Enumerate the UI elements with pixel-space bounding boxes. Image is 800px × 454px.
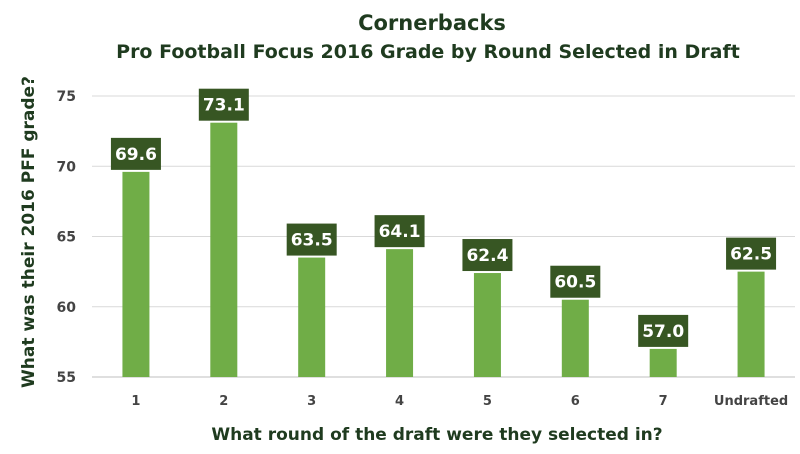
data-label-text: 63.5 bbox=[291, 231, 333, 251]
data-label: 63.5 bbox=[286, 223, 337, 256]
data-label-box bbox=[726, 237, 777, 270]
chart-title: Cornerbacks bbox=[358, 11, 506, 35]
x-tick-label: 2 bbox=[219, 394, 228, 409]
data-label-text: 73.1 bbox=[203, 96, 245, 116]
data-label: 64.1 bbox=[374, 215, 425, 248]
data-label: 62.4 bbox=[462, 239, 513, 272]
data-label-box bbox=[462, 239, 513, 272]
y-tick-label: 70 bbox=[57, 159, 77, 175]
x-tick-label: 4 bbox=[395, 394, 404, 409]
bar bbox=[122, 171, 150, 377]
data-label-text: 64.1 bbox=[379, 222, 421, 242]
bar bbox=[737, 271, 765, 377]
data-label-text: 69.6 bbox=[115, 145, 157, 165]
bar bbox=[210, 122, 238, 377]
y-tick-label: 75 bbox=[57, 89, 76, 105]
data-label-text: 62.5 bbox=[730, 245, 772, 265]
data-label-text: 60.5 bbox=[554, 273, 596, 293]
x-tick-label: 1 bbox=[131, 394, 140, 409]
data-label-box bbox=[110, 137, 161, 170]
data-label-box bbox=[286, 223, 337, 256]
bar bbox=[386, 249, 414, 377]
x-tick-label: 7 bbox=[659, 394, 668, 409]
bars bbox=[122, 122, 765, 377]
x-tick-label: Undrafted bbox=[714, 394, 788, 409]
chart-subtitle: Pro Football Focus 2016 Grade by Round S… bbox=[116, 41, 740, 63]
y-tick-label: 65 bbox=[57, 230, 76, 246]
bar bbox=[298, 257, 326, 377]
data-label-text: 62.4 bbox=[466, 246, 508, 266]
y-tick-label: 60 bbox=[57, 300, 77, 316]
y-axis-title: What was their 2016 PFF grade? bbox=[19, 76, 39, 388]
x-tick-label: 6 bbox=[571, 394, 580, 409]
data-label-box bbox=[374, 215, 425, 248]
y-tick-label: 55 bbox=[57, 370, 76, 386]
y-axis-ticks: 55 60 65 70 75 bbox=[57, 89, 77, 386]
data-label-box bbox=[550, 265, 601, 298]
data-label-box bbox=[638, 314, 689, 347]
data-label: 57.0 bbox=[638, 314, 689, 347]
x-axis-ticks: 1 2 3 4 5 6 7 Undrafted bbox=[131, 394, 788, 409]
data-label: 62.5 bbox=[726, 237, 777, 270]
data-label-box bbox=[198, 88, 249, 121]
bar bbox=[473, 273, 501, 377]
data-label: 73.1 bbox=[198, 88, 249, 121]
bar bbox=[649, 348, 677, 377]
data-label: 60.5 bbox=[550, 265, 601, 298]
x-axis-title: What round of the draft were they select… bbox=[211, 425, 662, 445]
gridlines bbox=[92, 95, 795, 378]
x-tick-label: 3 bbox=[307, 394, 316, 409]
data-label: 69.6 bbox=[110, 137, 161, 170]
x-tick-label: 5 bbox=[483, 394, 492, 409]
data-labels: 69.6 73.1 63.5 64.1 62.4 60.5 57.0 62.5 bbox=[110, 88, 777, 347]
data-label-text: 57.0 bbox=[642, 322, 684, 342]
bar bbox=[561, 299, 589, 377]
